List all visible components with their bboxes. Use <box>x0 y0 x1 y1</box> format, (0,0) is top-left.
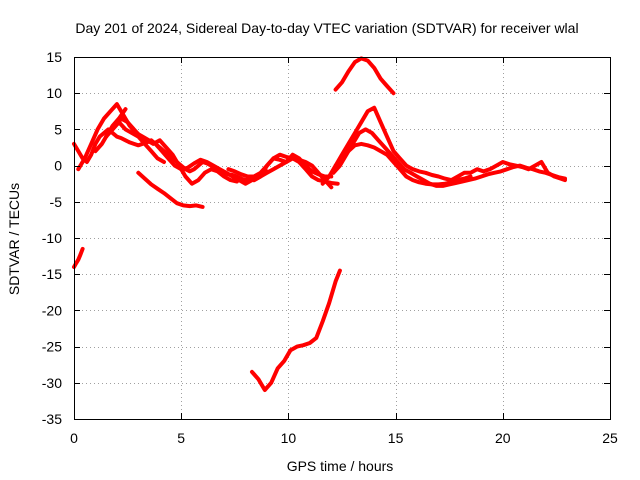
y-tick-label: 5 <box>54 121 62 137</box>
y-tick-label: -20 <box>42 302 62 318</box>
y-axis-label: SDTVAR / TECUs <box>6 183 22 295</box>
series-line-arc-5 <box>104 120 166 164</box>
y-tick-labels: 15 10 5 0 -5 -10 -15 -20 -25 -30 -35 <box>42 49 62 427</box>
x-tick-label: 25 <box>602 430 618 446</box>
series-line-arc-14 <box>333 141 473 187</box>
series-line-arc-7 <box>136 170 205 209</box>
series-line-arc-1 <box>72 246 85 269</box>
x-tick-label: 20 <box>495 430 511 446</box>
x-tick-label: 0 <box>70 430 78 446</box>
data-series <box>72 56 567 392</box>
y-tick-label: 15 <box>46 49 62 65</box>
series-line-arc-13 <box>331 127 567 188</box>
series-line-arc-10 <box>226 152 334 179</box>
y-tick-label: 0 <box>54 158 62 174</box>
chart-title: Day 201 of 2024, Sidereal Day-to-day VTE… <box>75 20 578 36</box>
series-line-arc-15 <box>333 56 396 96</box>
y-tick-label: -25 <box>42 339 62 355</box>
x-tick-labels: 0 5 10 15 20 25 <box>70 430 618 446</box>
y-tick-label: -5 <box>50 194 63 210</box>
grid-lines <box>74 57 610 419</box>
y-tick-label: -10 <box>42 230 62 246</box>
x-axis-label: GPS time / hours <box>287 458 394 474</box>
x-tick-label: 15 <box>388 430 404 446</box>
y-tick-label: -35 <box>42 411 62 427</box>
x-tick-label: 5 <box>177 430 185 446</box>
y-tick-label: -30 <box>42 375 62 391</box>
y-tick-label: -15 <box>42 266 62 282</box>
series-line-arc-11 <box>250 268 342 392</box>
y-tick-label: 10 <box>46 85 62 101</box>
x-tick-label: 10 <box>281 430 297 446</box>
series-line-arc-6 <box>104 107 128 139</box>
series-line-arc-3 <box>76 102 261 186</box>
axis-ticks <box>74 57 611 420</box>
